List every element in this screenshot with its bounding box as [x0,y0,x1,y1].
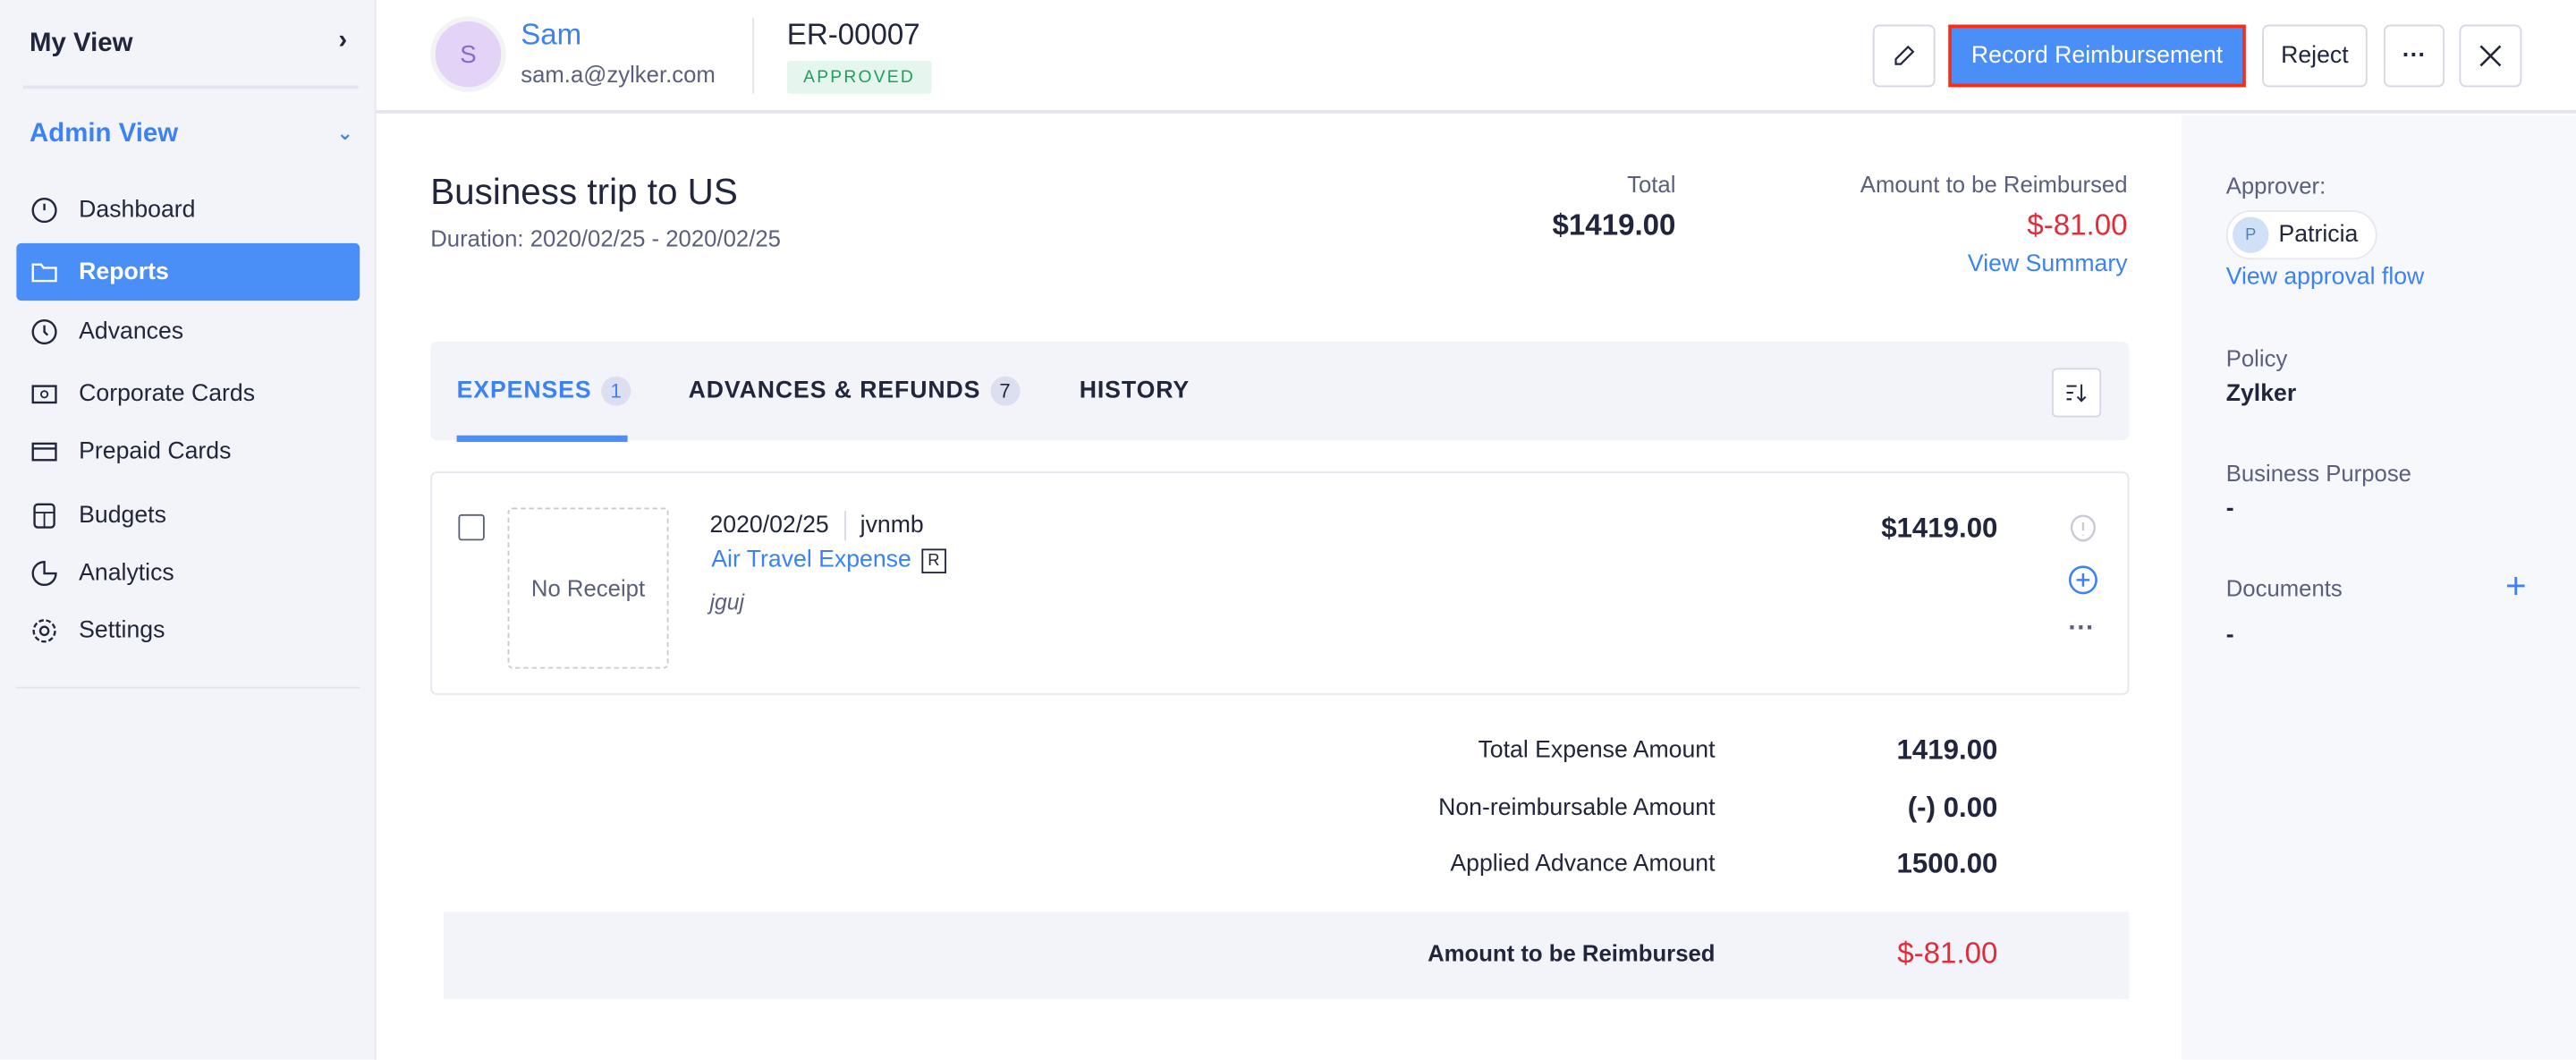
close-icon [2479,45,2502,67]
divider [22,85,359,89]
business-purpose-label: Business Purpose [2225,460,2411,487]
folder-icon [30,257,59,286]
sidebar-item-label: Reports [79,259,169,285]
sidebar-item-advances[interactable]: Advances [16,302,360,360]
tab-count: 7 [990,376,1021,406]
sidebar-item-label: Advances [79,318,184,344]
tab-count: 1 [601,376,631,406]
sidebar-item-label: Settings [79,616,165,644]
divider [752,18,755,94]
report-header: S Sam sam.a@zylker.com ER-00007 APPROVED… [376,0,2576,114]
policy-value: Zylker [2225,381,2297,408]
pie-chart-icon [30,558,59,588]
view-summary-link[interactable]: View Summary [1967,251,2128,278]
chevron-down-icon[interactable]: ⌄ [336,121,354,145]
approver-label: Approver: [2225,172,2326,199]
record-reimbursement-button[interactable]: Record Reimbursement [1948,24,2246,88]
reimbursed-label: Amount to be Reimbursed [1860,171,2128,198]
more-options-button[interactable]: ··· [2384,24,2445,88]
summary-label: Non-reimbursable Amount [1438,794,1716,822]
report-duration: Duration: 2020/02/25 - 2020/02/25 [430,225,781,252]
details-panel: Approver: P Patricia View approval flow … [2182,114,2576,1060]
expense-merchant: jvnmb [860,513,924,539]
expense-row[interactable]: No Receipt 2020/02/25 jvnmb Air Travel E… [430,471,2130,695]
divider [16,686,360,689]
tab-history[interactable]: HISTORY [1079,377,1191,404]
active-tab-indicator [456,435,628,443]
add-comment-icon[interactable] [2067,564,2100,597]
close-button[interactable] [2459,24,2522,88]
total-value: $1419.00 [1552,208,1676,242]
summary-label: Applied Advance Amount [1450,851,1716,878]
report-id: ER-00007 [786,18,920,51]
expense-category-link[interactable]: Air Travel Expense [711,547,911,574]
chevron-right-icon[interactable]: › [338,26,348,55]
expense-date: 2020/02/25 [709,513,829,539]
summary-value: (-) 0.00 [1907,792,1998,824]
sidebar-item-prepaid-cards[interactable]: Prepaid Cards [16,422,360,479]
sidebar-item-corporate-cards[interactable]: Corporate Cards [16,365,360,422]
sidebar-item-settings[interactable]: Settings [16,601,360,658]
sidebar-item-label: Prepaid Cards [79,437,232,464]
approver-chip[interactable]: P Patricia [2225,210,2378,260]
user-email: sam.a@zylker.com [521,60,716,88]
divider [843,511,846,541]
clock-icon [30,317,59,346]
gear-icon [30,615,59,645]
tab-advances-refunds[interactable]: ADVANCES & REFUNDS 7 [689,342,1021,440]
business-purpose-value: - [2225,496,2234,523]
corporate-card-icon [30,378,59,408]
summary-total-row: Amount to be Reimbursed $-81.00 [443,912,2130,999]
ellipsis-icon: ··· [2402,42,2427,70]
expense-description: jguj [709,589,745,615]
sort-button[interactable] [2052,368,2102,418]
reject-button[interactable]: Reject [2262,24,2368,88]
status-badge: APPROVED [786,60,932,94]
summary-total-label: Amount to be Reimbursed [1428,939,1716,966]
policy-label: Policy [2225,344,2288,372]
user-name[interactable]: Sam [521,18,582,51]
sidebar-item-label: Dashboard [79,196,196,223]
sidebar-item-label: Corporate Cards [79,380,256,407]
sidebar-item-reports[interactable]: Reports [16,242,360,301]
row-more-icon[interactable]: ··· [2068,614,2095,643]
sidebar-item-label: Analytics [79,559,174,586]
sidebar-item-dashboard[interactable]: Dashboard [16,181,360,238]
admin-view-header[interactable]: Admin View [30,120,179,148]
view-approval-flow-link[interactable]: View approval flow [2225,264,2425,292]
approver-name: Patricia [2278,221,2359,249]
add-document-icon[interactable]: + [2504,564,2527,606]
total-label: Total [1627,171,1676,198]
avatar: S [430,16,506,92]
calculator-icon [30,500,59,530]
summary-label: Total Expense Amount [1478,737,1716,765]
my-view-header[interactable]: My View [30,30,133,58]
summary-total-value: $-81.00 [1897,936,1998,970]
reimbursed-value: $-81.00 [2027,208,2128,242]
summary-value: 1500.00 [1896,847,1998,879]
card-icon [30,437,59,466]
documents-value: - [2225,623,2234,649]
summary-value: 1419.00 [1896,734,1998,766]
expense-amount: $1419.00 [1881,513,1998,544]
tab-bar: EXPENSES 1 ADVANCES & REFUNDS 7 HISTORY [430,342,2130,443]
expense-checkbox[interactable] [458,513,485,541]
sidebar: My View › Admin View ⌄ Dashboard Reports A… [0,0,377,1060]
sort-icon [2066,384,2087,403]
sidebar-item-label: Budgets [79,502,166,529]
tab-expenses[interactable]: EXPENSES 1 [457,342,631,440]
edit-button[interactable] [1872,24,1936,88]
pencil-icon [1894,45,1915,65]
documents-label: Documents [2225,574,2343,602]
receipt-placeholder[interactable]: No Receipt [507,507,669,669]
sidebar-item-analytics[interactable]: Analytics [16,544,360,601]
warning-icon[interactable] [2067,513,2100,546]
approver-avatar: P [2233,216,2269,253]
sidebar-item-budgets[interactable]: Budgets [16,487,360,544]
report-title: Business trip to US [430,171,738,212]
dashboard-icon [30,195,59,225]
reimbursable-badge: R [920,547,946,573]
